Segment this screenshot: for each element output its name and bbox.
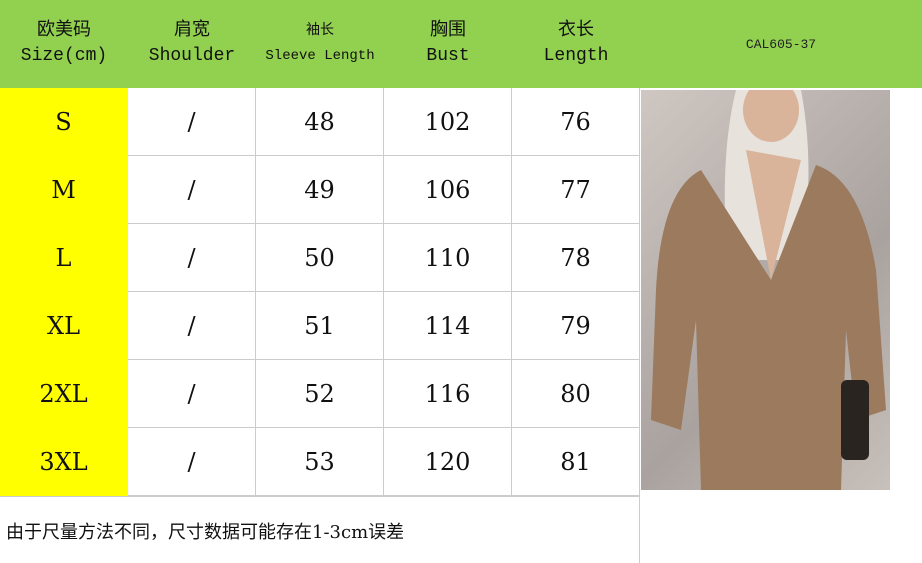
product-code: CAL605-37 [745,36,817,52]
table-cell: / [128,292,256,360]
table-cell: / [128,428,256,496]
column-header-cn: 欧美码 [37,21,91,41]
table-cell: / [128,360,256,428]
table-cell: 78 [512,224,640,292]
size-cell: M [0,156,128,224]
table-cell: 49 [256,156,384,224]
table-cell: 48 [256,88,384,156]
table-cell: 80 [512,360,640,428]
column-header: 欧美码 Size(cm) [0,0,128,88]
table-cell: 77 [512,156,640,224]
table-cell: 50 [256,224,384,292]
size-cell: S [0,88,128,156]
size-cell: 2XL [0,360,128,428]
table-header [0,0,922,88]
table-cell: 76 [512,88,640,156]
column-header-en: Length [543,46,609,66]
table-cell: 114 [384,292,512,360]
table-cell: 120 [384,428,512,496]
divider [0,496,640,497]
column-header-en: Sleeve Length [265,48,375,64]
size-cell: 3XL [0,428,128,496]
table-cell: 110 [384,224,512,292]
table-cell: / [128,224,256,292]
size-cell: XL [0,292,128,360]
table-cell: 79 [512,292,640,360]
product-photo [641,90,890,490]
column-header: 胸围 Bust [384,0,512,88]
column-header-cn: 衣长 [558,21,594,41]
table-cell: 51 [256,292,384,360]
table-cell: 52 [256,360,384,428]
column-header: 袖长 Sleeve Length [256,0,384,88]
table-cell: / [128,88,256,156]
column-header-cn: 肩宽 [174,21,210,41]
table-cell: 81 [512,428,640,496]
table-cell: 116 [384,360,512,428]
column-header: 衣长 Length [512,0,640,88]
size-cell: L [0,224,128,292]
column-header-cn: 袖长 [306,23,334,39]
column-header: 肩宽 Shoulder [128,0,256,88]
column-header-en: Bust [426,46,470,66]
table-cell: 106 [384,156,512,224]
table-cell: / [128,156,256,224]
column-header-en: Shoulder [148,46,236,66]
table-cell: 102 [384,88,512,156]
measurement-note: 由于尺量方法不同，尺寸数据可能存在1-3cm误差 [6,522,405,543]
table-cell: 53 [256,428,384,496]
column-header-cn: 胸围 [430,21,466,41]
column-header-en: Size(cm) [20,46,108,66]
divider [639,496,640,563]
